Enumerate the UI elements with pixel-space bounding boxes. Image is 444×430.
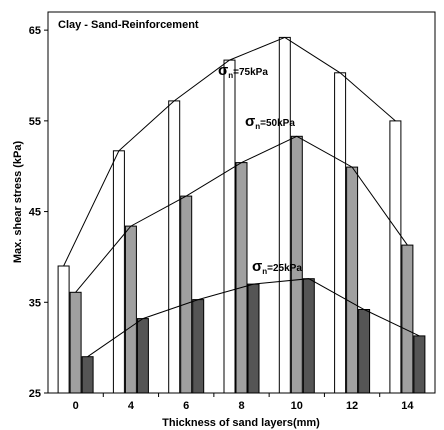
bar-series-1-4: [112, 150, 125, 394]
y-axis-title: Max. shear stress (kPa): [12, 141, 24, 264]
bar-series-2-0: [69, 291, 82, 394]
bar-series-3-10: [302, 278, 315, 394]
bar-series-3-14: [413, 335, 426, 394]
trend-line-series-2: [75, 135, 408, 293]
chart-title: Clay - Sand-Reinforcement: [58, 19, 199, 31]
x-axis-title: Thickness of sand layers(mm): [162, 417, 320, 429]
series-label-symbol: σ: [252, 258, 262, 275]
bar-series-1-14: [389, 120, 402, 394]
x-tick-label-8: 8: [238, 400, 244, 412]
bar-series-3-8: [247, 283, 260, 394]
y-tick-label-55: 55: [29, 116, 41, 128]
x-tick-label-4: 4: [128, 400, 135, 412]
bar-series-1-12: [334, 72, 347, 394]
x-tick-label-10: 10: [291, 400, 303, 412]
bar-series-3-12: [358, 309, 371, 394]
bar-series-2-14: [401, 244, 414, 394]
y-tick-label-45: 45: [29, 207, 41, 219]
series-label-subscript: n: [228, 71, 233, 80]
series-label-symbol: σ: [218, 62, 228, 79]
series-label-subscript: n: [255, 122, 260, 131]
bar-series-1-6: [168, 100, 181, 394]
x-tick-label-14: 14: [401, 400, 414, 412]
series-label-1: σn=75kPa: [218, 62, 268, 80]
bar-series-2-8: [235, 162, 248, 394]
y-tick-label-35: 35: [29, 297, 41, 309]
bar-series-3-4: [136, 318, 149, 394]
ticks-layer: 25 35 45 55 65 0 4 6 8 10 12 14: [29, 25, 415, 412]
trend-lines-layer: [63, 36, 420, 358]
series-label-value: =25kPa: [267, 263, 302, 274]
series-label-2: σn=50kPa: [245, 113, 295, 131]
x-tick-label-0: 0: [73, 400, 79, 412]
bar-series-3-6: [192, 299, 205, 394]
bar-series-2-12: [346, 166, 359, 394]
y-tick-label-25: 25: [29, 388, 41, 400]
trend-line-series-1: [63, 36, 396, 267]
trend-line-series-3: [87, 278, 420, 358]
bar-series-2-4: [124, 225, 137, 394]
x-tick-label-6: 6: [183, 400, 189, 412]
x-tick-label-12: 12: [346, 400, 358, 412]
series-label-symbol: σ: [245, 113, 255, 130]
bar-series-2-6: [180, 195, 193, 394]
series-label-value: =75kPa: [233, 67, 268, 78]
bar-series-3-0: [81, 356, 94, 394]
y-tick-label-65: 65: [29, 25, 41, 37]
bar-series-1-10: [278, 36, 291, 394]
bar-series-1-8: [223, 59, 236, 394]
series-label-subscript: n: [262, 267, 267, 276]
series-label-value: =50kPa: [260, 118, 295, 129]
series-label-3: σn=25kPa: [252, 258, 302, 276]
bar-series-1-0: [57, 265, 70, 394]
